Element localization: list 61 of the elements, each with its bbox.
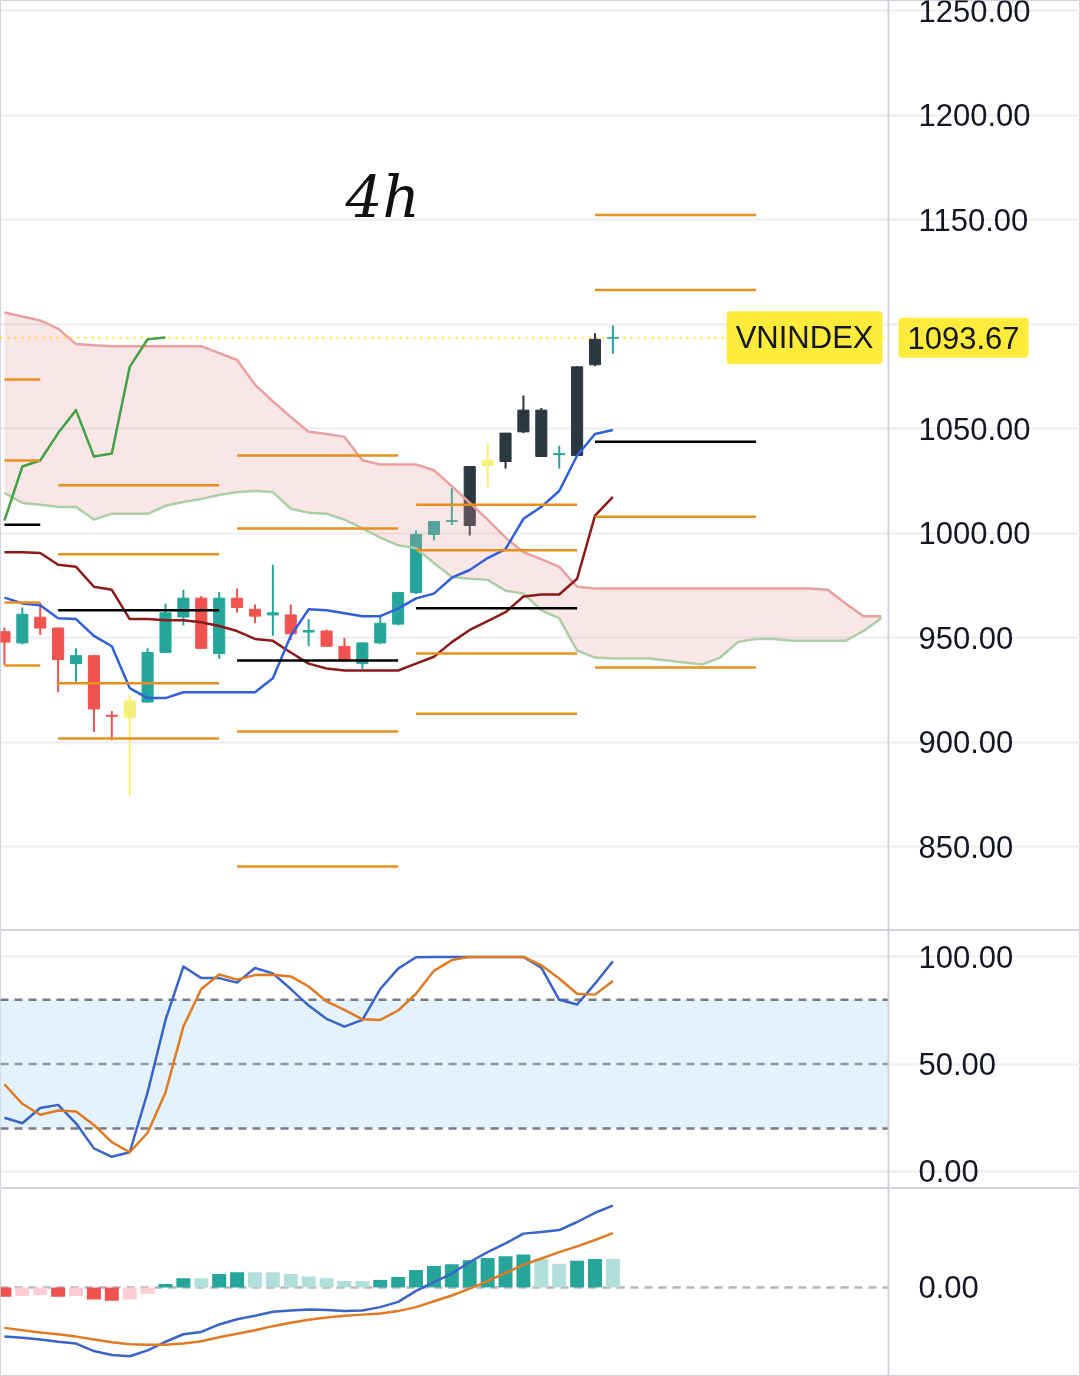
- y-tick-label: 1150.00: [918, 202, 1029, 238]
- bar: [140, 1287, 155, 1294]
- bar: [283, 1274, 298, 1288]
- bar: [301, 1276, 316, 1288]
- bar: [498, 1256, 513, 1288]
- y-tick-label: 900.00: [918, 725, 1014, 761]
- bar: [355, 1281, 370, 1288]
- y-tick-label: 1200.00: [918, 98, 1031, 134]
- bar: [516, 1254, 531, 1288]
- y-tick-label: 1000.00: [918, 516, 1031, 552]
- line-series: [3, 495, 615, 672]
- y-tick-label: 50.00: [918, 1047, 997, 1083]
- y-tick-label: 100.00: [918, 939, 1014, 975]
- bar: [391, 1277, 406, 1288]
- line-series: [3, 336, 167, 522]
- line-series: [3, 489, 883, 666]
- text: 1093.67: [907, 320, 1020, 356]
- bar: [230, 1272, 245, 1288]
- bar: [86, 1287, 101, 1300]
- bar: [104, 1287, 119, 1301]
- candlestick: [34, 601, 47, 636]
- candlestick: [517, 394, 530, 435]
- candlestick: [445, 487, 458, 527]
- annotation: 4h: [344, 162, 420, 231]
- candlestick: [123, 694, 136, 797]
- candlestick: [302, 618, 315, 648]
- bar: [319, 1278, 334, 1288]
- candlestick: [266, 563, 279, 637]
- bar: [605, 1259, 620, 1288]
- bar: [588, 1259, 602, 1288]
- candlestick: [69, 647, 83, 683]
- bar: [552, 1263, 567, 1288]
- line-series: [3, 428, 615, 700]
- candlestick: [284, 603, 297, 642]
- y-tick-label: 950.00: [918, 620, 1014, 656]
- bar: [33, 1287, 48, 1295]
- bar: [337, 1281, 352, 1288]
- candlestick: [248, 603, 262, 625]
- bar: [534, 1259, 549, 1288]
- bar: [373, 1279, 388, 1288]
- y-tick-label: 1250.00: [918, 0, 1031, 29]
- bar: [265, 1272, 280, 1288]
- candlestick: [553, 444, 566, 470]
- bar: [409, 1270, 424, 1288]
- bar: [69, 1287, 83, 1297]
- y-tick-label: 0.00: [918, 1154, 979, 1190]
- bar: [194, 1278, 209, 1288]
- bar: [570, 1260, 585, 1288]
- bar: [248, 1272, 262, 1288]
- candlestick: [231, 587, 244, 614]
- candlestick: [481, 442, 494, 489]
- bar: [122, 1287, 137, 1300]
- ref-line-label: VNINDEX: [735, 320, 874, 356]
- bar: [51, 1287, 66, 1297]
- candlestick: [606, 324, 619, 355]
- bar: [15, 1287, 30, 1297]
- bar: [212, 1274, 227, 1288]
- candlestick: [0, 626, 11, 667]
- y-tick-label: 850.00: [918, 829, 1014, 865]
- y-tick-label: 1050.00: [918, 411, 1031, 447]
- bar: [176, 1278, 191, 1288]
